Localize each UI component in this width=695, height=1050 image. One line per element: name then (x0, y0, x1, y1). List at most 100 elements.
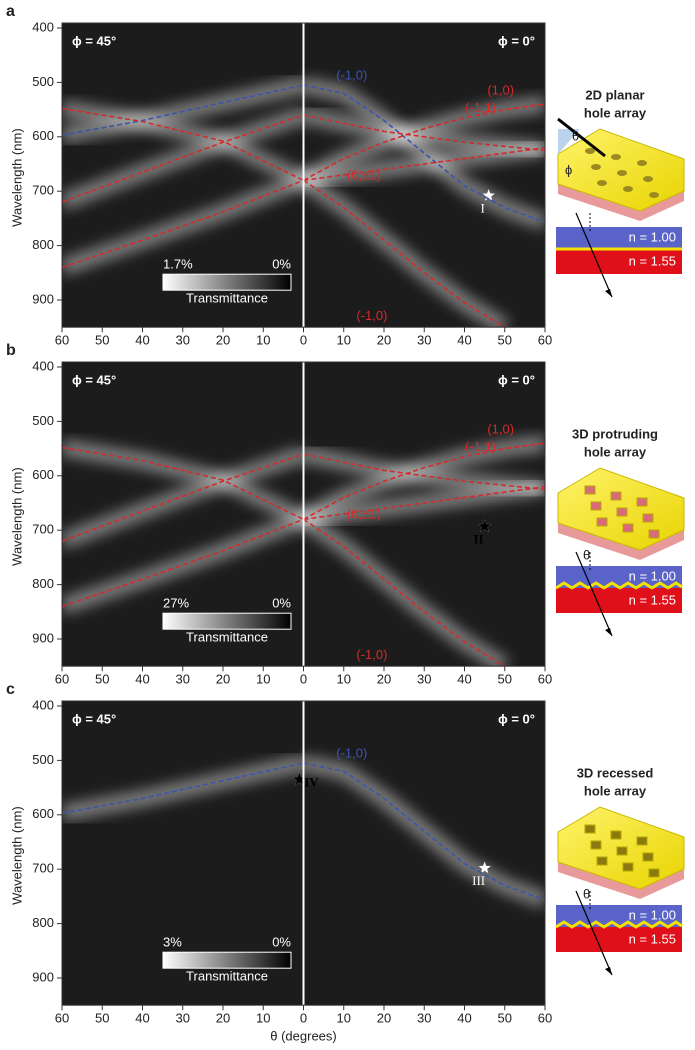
dashed-curve (61, 179, 304, 269)
star-marker (477, 860, 492, 875)
dashed-curve (61, 107, 304, 182)
schematic-title: hole array (584, 783, 647, 798)
panel-label: a (6, 3, 15, 20)
marker-label: IV (304, 774, 319, 789)
schematic-title: hole array (584, 444, 647, 459)
y-tick-label: 700 (32, 861, 54, 876)
curve-label: (-1,1) (465, 439, 496, 454)
dashed-curve (303, 442, 546, 521)
curve-label: (-1,0) (336, 67, 367, 82)
y-tick-label: 500 (32, 752, 54, 767)
dashed-curve (303, 485, 546, 521)
y-tick-label: 500 (32, 413, 54, 428)
dashed-curve (61, 84, 304, 136)
hole (616, 846, 628, 856)
curve-label: (-1,0) (356, 308, 387, 323)
layer-bottom (556, 249, 682, 274)
hole (611, 154, 621, 160)
theta-symbol: θ (583, 886, 590, 901)
x-tick-label: 40 (457, 1011, 471, 1026)
y-tick-label: 800 (32, 576, 54, 591)
layer-bottom (556, 588, 682, 613)
y-tick-label: 800 (32, 915, 54, 930)
ray-head (605, 967, 612, 975)
dashed-curve (303, 114, 546, 152)
dashed-curve (303, 518, 506, 667)
sky (558, 129, 580, 154)
hole (590, 501, 602, 511)
n-bottom: n = 1.55 (629, 253, 676, 268)
dashed-curve (303, 146, 546, 182)
x-tick-label: 40 (135, 672, 149, 687)
y-tick-label: 900 (32, 630, 54, 645)
x-tick-label: 50 (95, 333, 109, 348)
colorbar (162, 951, 292, 969)
curve-label: (-1,0) (356, 647, 387, 662)
dashed-curve (303, 179, 506, 328)
schematic-title: hole array (584, 105, 647, 120)
ray (575, 551, 613, 637)
x-tick-label: 10 (256, 1011, 270, 1026)
x-tick-label: 20 (216, 333, 230, 348)
colorbar (162, 612, 292, 630)
curve-label: (0,±1) (347, 506, 381, 521)
x-tick-label: 20 (377, 1011, 391, 1026)
star-marker (477, 518, 492, 533)
x-tick-label: 10 (256, 672, 270, 687)
x-axis-label: θ (degrees) (270, 1029, 336, 1044)
curve-label: (-1,0) (336, 745, 367, 760)
y-tick-label: 900 (32, 291, 54, 306)
y-axis-label: Wavelength (nm) (9, 806, 24, 905)
phi-annotation: ϕ = 0° (498, 711, 535, 726)
colorbar-max: 3% (163, 935, 182, 950)
phi-annotation: ϕ = 45° (72, 372, 116, 387)
n-bottom: n = 1.55 (629, 931, 676, 946)
x-tick-label: 30 (417, 1011, 431, 1026)
incident (557, 117, 606, 158)
schematic-title: 3D recessed (577, 765, 654, 780)
x-tick-label: 60 (538, 1011, 552, 1026)
theta-symbol: θ (583, 547, 590, 562)
x-tick-label: 50 (95, 672, 109, 687)
x-tick-label: 30 (176, 672, 190, 687)
hole (597, 180, 607, 186)
star-marker (292, 771, 307, 786)
y-tick-label: 500 (32, 74, 54, 89)
hole (636, 497, 648, 507)
colorbar-label: Transmittance (186, 291, 268, 306)
marker-label: I (480, 201, 484, 216)
ray (575, 212, 613, 298)
colorbar-min: 0% (272, 935, 291, 950)
y-tick-label: 600 (32, 467, 54, 482)
colorbar-max: 1.7% (163, 257, 193, 272)
layer-top (556, 905, 682, 927)
x-tick-label: 10 (256, 333, 270, 348)
phi-annotation: ϕ = 0° (498, 33, 535, 48)
y-axis-label: Wavelength (nm) (9, 128, 24, 227)
x-tick-label: 30 (176, 1011, 190, 1026)
x-tick-label: 40 (135, 333, 149, 348)
phi-symbol: ϕ (565, 162, 572, 177)
hole (616, 507, 628, 517)
x-tick-label: 50 (498, 1011, 512, 1026)
n-top: n = 1.00 (629, 907, 676, 922)
y-tick-label: 400 (32, 19, 54, 34)
x-tick-label: 0 (300, 672, 307, 687)
colorbar-label: Transmittance (186, 969, 268, 984)
panel-label: c (6, 681, 15, 698)
curve-label: (-1,1) (465, 100, 496, 115)
dashed-curve (61, 453, 304, 542)
metal-line (555, 581, 683, 590)
x-tick-label: 50 (498, 333, 512, 348)
layer-top (556, 566, 682, 588)
x-tick-label: 0 (300, 1011, 307, 1026)
hole (596, 517, 608, 527)
hole (648, 529, 660, 539)
hole (590, 840, 602, 850)
x-tick-label: 40 (135, 1011, 149, 1026)
hole (610, 491, 622, 501)
y-tick-label: 900 (32, 969, 54, 984)
hole (596, 856, 608, 866)
